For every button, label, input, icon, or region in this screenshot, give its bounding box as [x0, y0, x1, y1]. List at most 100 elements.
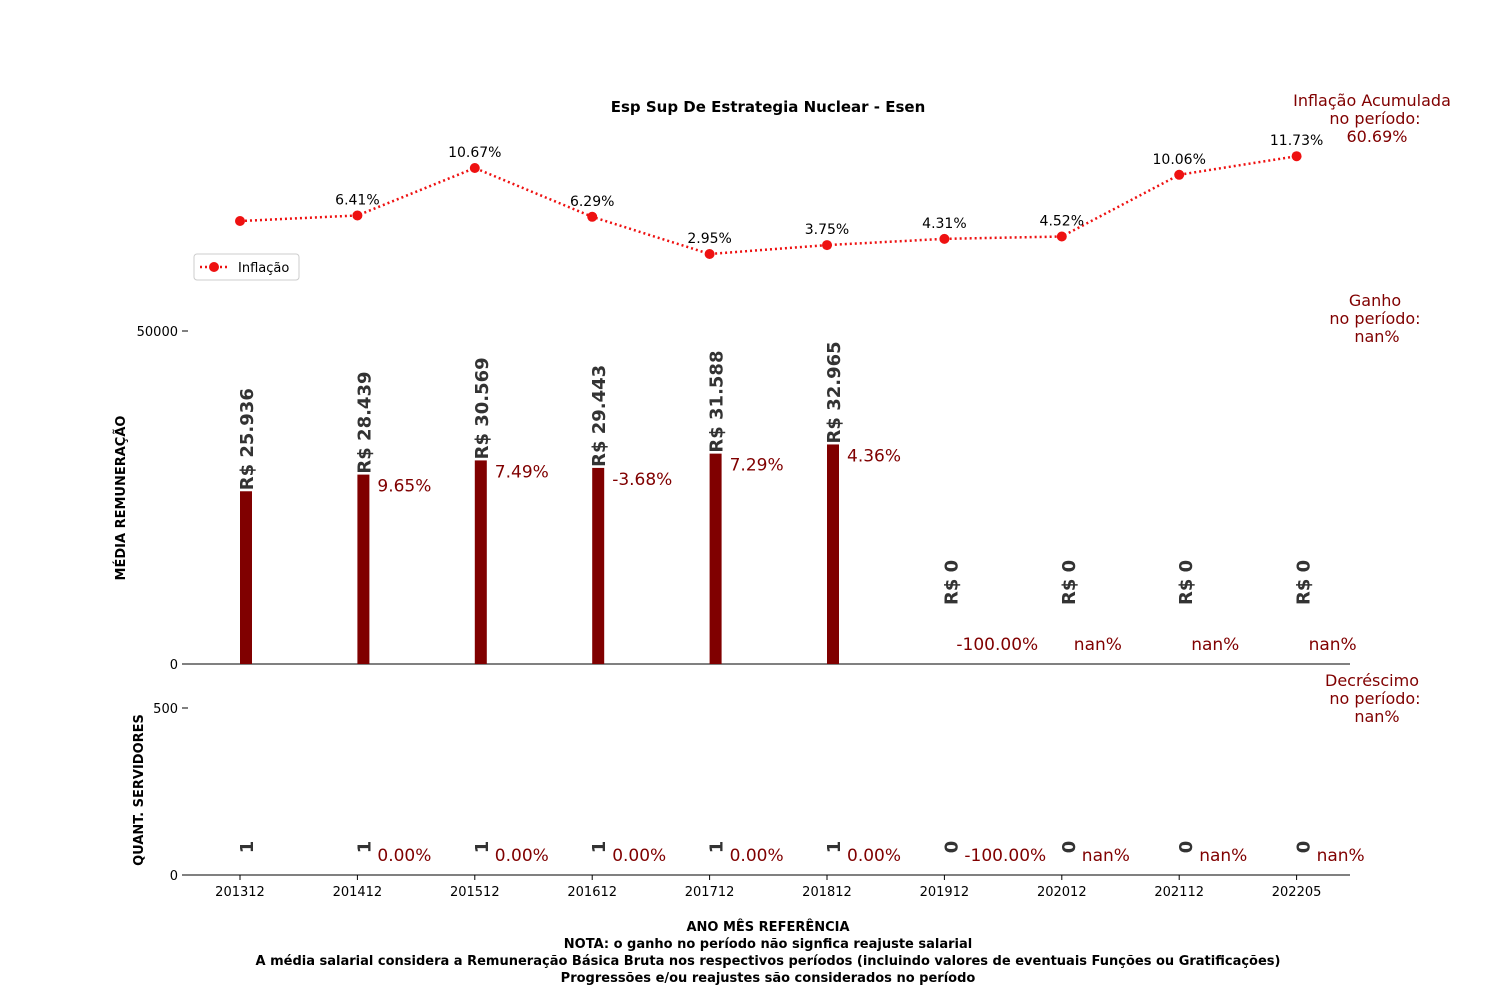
note-1: NOTA: o ganho no período não signfica re… [564, 937, 972, 952]
inflation-data-label: 3.75% [805, 222, 849, 238]
inflation-data-label: 6.41% [335, 192, 379, 208]
servers-change-label: nan% [1199, 846, 1247, 866]
salary-bar [240, 491, 252, 664]
salary-bar [474, 460, 487, 664]
x-tick-label: 201812 [802, 885, 852, 900]
inflation-data-label: 4.52% [1040, 214, 1084, 230]
salary-data-label: R$ 25.936 [237, 388, 258, 490]
servers-ylabel: QUANT. SERVIDORES [132, 714, 147, 866]
salary-change-label: -3.68% [612, 470, 672, 490]
salary-data-label: R$ 0 [1176, 560, 1197, 605]
x-tick-label: 201412 [333, 885, 383, 900]
note-3: Progressões e/ou reajustes são considera… [561, 971, 976, 986]
x-tick-label: 201612 [567, 885, 617, 900]
salary-ytick-label: 0 [170, 658, 178, 673]
servers-change-label: 0.00% [377, 846, 431, 866]
chart-title: Esp Sup De Estrategia Nuclear - Esen [611, 98, 926, 116]
servers-change-label: 0.00% [612, 846, 666, 866]
inflation-data-label: 6.29% [570, 194, 614, 210]
inflation-point [1174, 169, 1185, 180]
servers-data-label: 0 [941, 841, 962, 854]
servers-data-label: 0 [1176, 841, 1197, 854]
servers-ytick-label: 0 [170, 869, 178, 884]
salary-change-label: -100.00% [956, 635, 1038, 655]
servers-data-label: 1 [237, 841, 258, 854]
servers-change-label: 0.00% [847, 846, 901, 866]
x-tick-label: 201912 [920, 885, 970, 900]
inflation-point [587, 211, 598, 222]
inflation-point [822, 240, 832, 251]
x-tick-label: 202112 [1154, 885, 1204, 900]
salary-change-label: 7.49% [495, 462, 549, 482]
inflation-data-label: 10.67% [448, 145, 501, 161]
servers-data-label: 0 [1294, 841, 1315, 854]
servers-change-label: nan% [1082, 846, 1130, 866]
servers-data-label: 1 [707, 841, 728, 854]
salary-data-label: R$ 28.439 [354, 371, 375, 473]
inflation-point [469, 163, 480, 173]
side-note-inflation-line-3: 60.69% [1346, 127, 1407, 146]
side-note-inflation-line-1: Inflação Acumulada [1293, 91, 1451, 110]
salary-change-label: 9.65% [377, 477, 431, 497]
servers-data-label: 1 [354, 841, 375, 854]
servers-data-label: 1 [824, 841, 845, 854]
side-note-decrease-line-1: Decréscimo [1325, 671, 1419, 690]
legend-label: Inflação [238, 261, 289, 276]
x-tick-label: 202205 [1272, 885, 1322, 900]
inflation-point [352, 210, 363, 221]
x-axis-label: ANO MÊS REFERÊNCIA [686, 919, 849, 935]
side-note-decrease-line-2: no período: [1329, 689, 1420, 708]
inflation-data-label: 10.06% [1153, 152, 1206, 168]
servers-data-label: 1 [472, 841, 493, 854]
salary-bar [357, 474, 370, 664]
side-note-gain-line-1: Ganho [1349, 291, 1401, 310]
side-note-gain: Ganho no período: nan% [1329, 291, 1420, 346]
inflation-point [1291, 151, 1302, 162]
salary-change-label: nan% [1309, 635, 1357, 655]
note-2: A média salarial considera a Remuneração… [256, 954, 1281, 969]
salary-data-label: R$ 30.569 [472, 357, 493, 459]
inflation-panel: 6.41% 10.67% 6.29% 2.95% 3.75% 4.31% 4.52% 10.0… [235, 133, 1323, 259]
side-note-decrease-line-3: nan% [1354, 707, 1399, 726]
inflation-point [235, 216, 245, 227]
salary-data-label: R$ 32.965 [824, 341, 845, 443]
salary-bar [827, 444, 839, 664]
inflation-point [1056, 231, 1067, 242]
x-tick-label: 201712 [685, 885, 735, 900]
servers-data-label: 1 [589, 841, 610, 854]
legend-marker [209, 262, 219, 272]
side-note-gain-line-3: nan% [1354, 327, 1399, 346]
inflation-line [239, 154, 1297, 256]
legend: Inflação [193, 253, 300, 281]
salary-ytick-label: 50000 [137, 325, 178, 340]
servers-change-label: -100.00% [964, 846, 1046, 866]
inflation-point [939, 233, 950, 244]
salary-data-label: R$ 0 [1294, 560, 1315, 605]
side-note-inflation-line-2: no período: [1329, 109, 1420, 128]
inflation-data-label: 4.31% [922, 216, 966, 232]
salary-data-label: R$ 31.588 [707, 350, 728, 452]
inflation-data-label: 11.73% [1270, 133, 1323, 149]
x-axis: 201312 201412 201512 201612 201712 201812 2019… [215, 875, 1321, 900]
salary-ylabel: MÉDIA REMUNERAÇÃO [113, 416, 129, 581]
x-tick-label: 202012 [1037, 885, 1087, 900]
servers-change-label: 0.00% [495, 846, 549, 866]
servers-change-label: nan% [1317, 846, 1365, 866]
salary-data-label: R$ 29.443 [589, 365, 610, 467]
salary-bar [709, 453, 722, 664]
salary-change-label: nan% [1074, 635, 1122, 655]
servers-change-label: 0.00% [730, 846, 784, 866]
servers-data-label: 0 [1059, 841, 1080, 854]
x-tick-label: 201312 [215, 885, 265, 900]
salary-data-label: R$ 0 [941, 560, 962, 605]
salary-change-label: 7.29% [730, 456, 784, 476]
x-tick-label: 201512 [450, 885, 500, 900]
inflation-data-label: 2.95% [687, 231, 731, 247]
side-note-inflation: Inflação Acumulada no período: 60.69% [1293, 91, 1451, 146]
salary-bar [592, 467, 605, 664]
salary-data-label: R$ 0 [1059, 560, 1080, 605]
servers-ytick-label: 500 [153, 702, 178, 717]
